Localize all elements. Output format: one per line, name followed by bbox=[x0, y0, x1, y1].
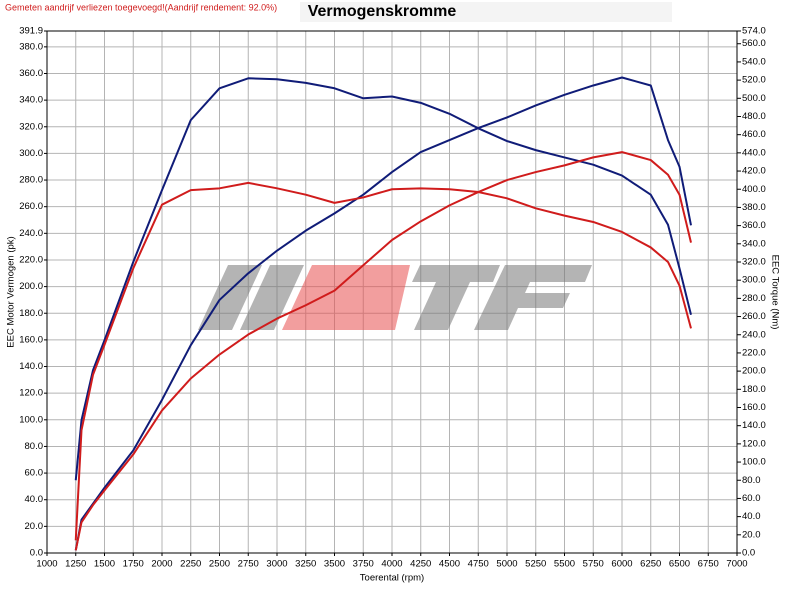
x-tick-label: 5250 bbox=[525, 559, 546, 570]
y2-tick-label: 574.0 bbox=[742, 26, 766, 37]
y2-tick-label: 120.0 bbox=[742, 438, 766, 449]
y-tick-label: 120.0 bbox=[19, 388, 43, 399]
y2-tick-label: 520.0 bbox=[742, 75, 766, 86]
y-tick-label: 60.0 bbox=[25, 468, 44, 479]
y-tick-label: 391.9 bbox=[19, 26, 43, 37]
y2-tick-label: 360.0 bbox=[742, 220, 766, 231]
y-tick-label: 240.0 bbox=[19, 228, 43, 239]
y-tick-label: 280.0 bbox=[19, 175, 43, 186]
x-tick-label: 6750 bbox=[698, 559, 719, 570]
x-tick-label: 4250 bbox=[410, 559, 431, 570]
x-tick-label: 6500 bbox=[669, 559, 690, 570]
x-tick-label: 6250 bbox=[640, 559, 661, 570]
x-tick-label: 1250 bbox=[65, 559, 86, 570]
y-tick-label: 140.0 bbox=[19, 361, 43, 372]
y-tick-label: 180.0 bbox=[19, 308, 43, 319]
y-tick-label: 360.0 bbox=[19, 68, 43, 79]
y2-tick-label: 460.0 bbox=[742, 129, 766, 140]
y2-tick-label: 320.0 bbox=[742, 257, 766, 268]
x-tick-label: 5500 bbox=[554, 559, 575, 570]
y-tick-label: 80.0 bbox=[25, 441, 44, 452]
watermark-logo bbox=[198, 265, 592, 330]
y2-tick-label: 20.0 bbox=[742, 529, 761, 540]
y2-tick-label: 300.0 bbox=[742, 275, 766, 286]
series-group bbox=[74, 76, 692, 551]
y2-tick-label: 60.0 bbox=[742, 493, 761, 504]
y2-tick-label: 280.0 bbox=[742, 293, 766, 304]
x-tick-label: 3250 bbox=[295, 559, 316, 570]
x-axis-label: Toerental (rpm) bbox=[360, 573, 424, 584]
x-tick-label: 2500 bbox=[209, 559, 230, 570]
x-tick-label: 2250 bbox=[180, 559, 201, 570]
y2-tick-label: 80.0 bbox=[742, 475, 761, 486]
y2-tick-label: 200.0 bbox=[742, 366, 766, 377]
y2-tick-label: 240.0 bbox=[742, 329, 766, 340]
y-tick-label: 100.0 bbox=[19, 414, 43, 425]
x-tick-label: 3000 bbox=[266, 559, 287, 570]
y-tick-label: 320.0 bbox=[19, 121, 43, 132]
y2-tick-label: 400.0 bbox=[742, 184, 766, 195]
y2-tick-label: 260.0 bbox=[742, 311, 766, 322]
y-tick-label: 160.0 bbox=[19, 334, 43, 345]
x-tick-label: 1750 bbox=[123, 559, 144, 570]
y2-tick-label: 340.0 bbox=[742, 238, 766, 249]
y2-tick-label: 180.0 bbox=[742, 384, 766, 395]
y2-tick-label: 0.0 bbox=[742, 548, 755, 559]
x-tick-label: 5000 bbox=[496, 559, 517, 570]
x-tick-label: 4750 bbox=[468, 559, 489, 570]
y2-tick-label: 500.0 bbox=[742, 93, 766, 104]
y2-tick-label: 220.0 bbox=[742, 347, 766, 358]
y-tick-label: 340.0 bbox=[19, 95, 43, 106]
y-tick-label: 200.0 bbox=[19, 281, 43, 292]
chart-title: Vermogenskromme bbox=[308, 3, 457, 20]
x-tick-label: 4500 bbox=[439, 559, 460, 570]
y2-tick-label: 540.0 bbox=[742, 56, 766, 67]
x-tick-label: 2750 bbox=[238, 559, 259, 570]
y-tick-label: 300.0 bbox=[19, 148, 43, 159]
y2-axis-label: EEC Torque (Nm) bbox=[769, 255, 780, 330]
series-line bbox=[74, 181, 692, 541]
y-tick-label: 260.0 bbox=[19, 201, 43, 212]
y-tick-label: 40.0 bbox=[25, 494, 44, 505]
x-tick-label: 3500 bbox=[324, 559, 345, 570]
series-line bbox=[74, 151, 692, 551]
y2-tick-label: 380.0 bbox=[742, 202, 766, 213]
y2-tick-label: 480.0 bbox=[742, 111, 766, 122]
y2-tick-label: 40.0 bbox=[742, 511, 761, 522]
x-tick-label: 1000 bbox=[36, 559, 57, 570]
y-axis-label: EEC Motor Vermogen (pk) bbox=[6, 236, 17, 347]
y-tick-label: 20.0 bbox=[25, 521, 44, 532]
x-tick-label: 4000 bbox=[381, 559, 402, 570]
title-box bbox=[300, 2, 672, 22]
x-tick-label: 1500 bbox=[94, 559, 115, 570]
x-tick-label: 7000 bbox=[726, 559, 747, 570]
y-tick-label: 0.0 bbox=[30, 548, 43, 559]
y2-tick-label: 160.0 bbox=[742, 402, 766, 413]
x-tick-label: 2000 bbox=[151, 559, 172, 570]
y-tick-label: 220.0 bbox=[19, 254, 43, 265]
y-tick-label: 380.0 bbox=[19, 41, 43, 52]
x-tick-label: 6000 bbox=[611, 559, 632, 570]
y2-tick-label: 420.0 bbox=[742, 166, 766, 177]
series-line bbox=[74, 76, 692, 551]
y2-tick-label: 100.0 bbox=[742, 457, 766, 468]
annotation: Gemeten aandrijf verliezen toegevoegd!(A… bbox=[5, 2, 277, 12]
y2-tick-label: 440.0 bbox=[742, 147, 766, 158]
series-line bbox=[74, 77, 692, 481]
x-tick-label: 3750 bbox=[353, 559, 374, 570]
x-tick-label: 5750 bbox=[583, 559, 604, 570]
y2-tick-label: 560.0 bbox=[742, 38, 766, 49]
y2-tick-label: 140.0 bbox=[742, 420, 766, 431]
